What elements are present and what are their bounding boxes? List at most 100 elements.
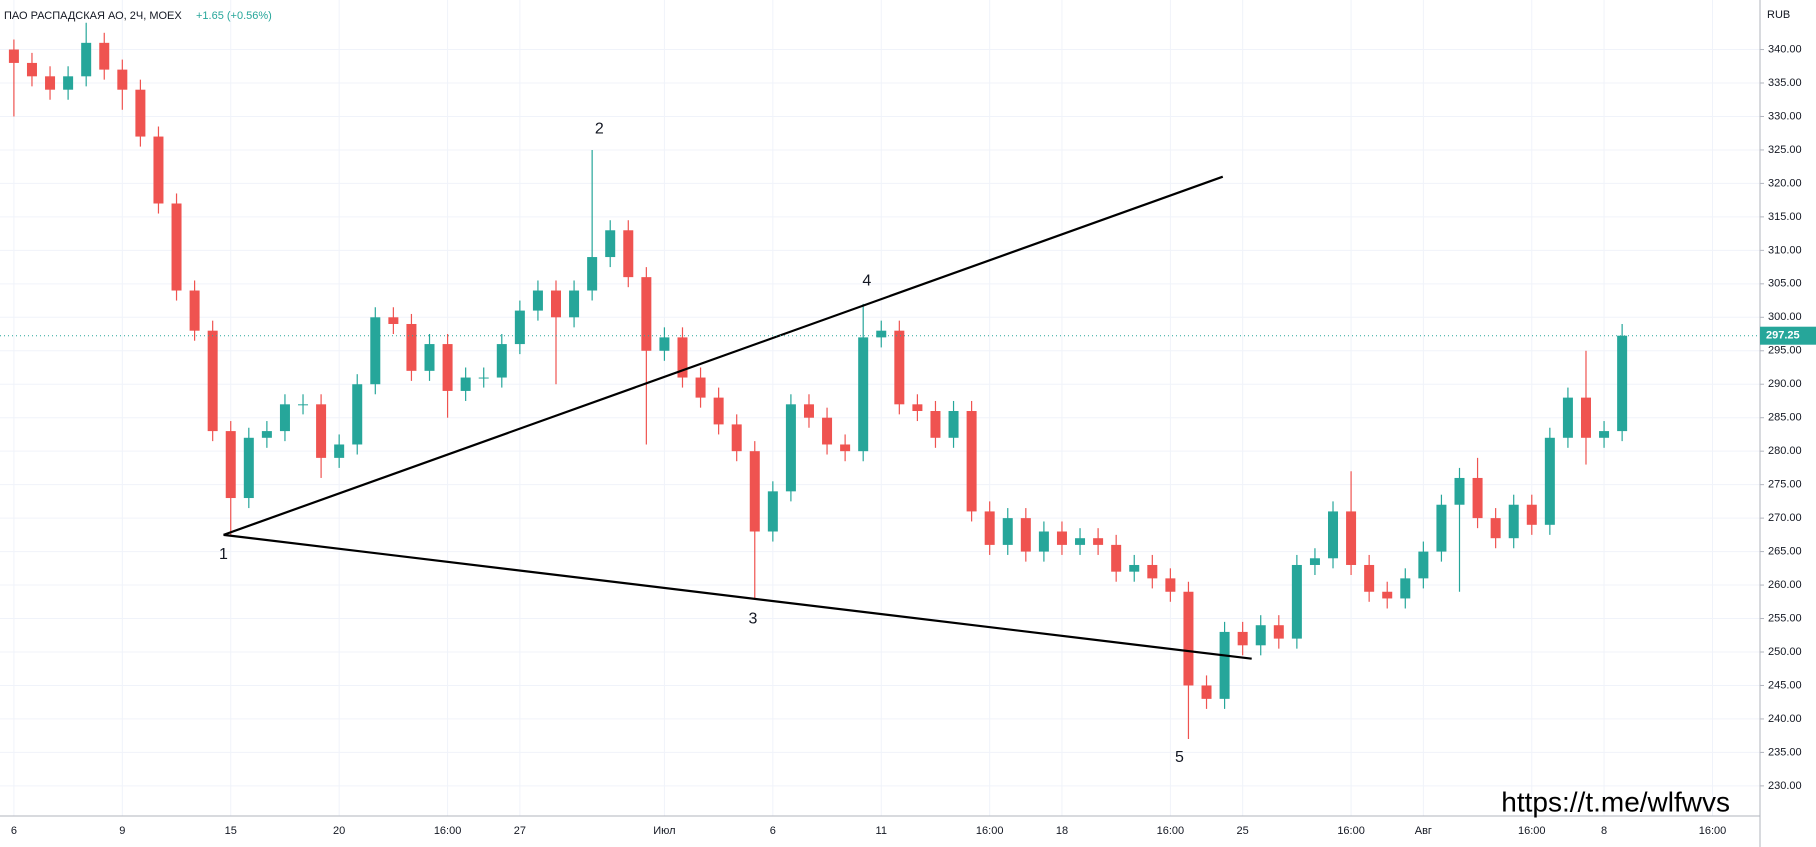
y-tick-label: 315.00 xyxy=(1768,211,1802,223)
candle-body xyxy=(1309,558,1320,565)
candle-body xyxy=(1328,511,1339,559)
x-tick-label: 6 xyxy=(770,825,776,837)
candle-body xyxy=(1075,538,1086,545)
candle-body xyxy=(370,317,381,385)
candle-body xyxy=(966,411,977,512)
candle-body xyxy=(1544,437,1555,525)
x-tick-label: 9 xyxy=(119,825,125,837)
candle-body xyxy=(767,491,778,532)
candle-body xyxy=(1526,504,1537,525)
candle-body xyxy=(1436,504,1447,552)
trendline xyxy=(223,175,1224,536)
x-tick-label: 16:00 xyxy=(434,825,462,837)
trendline xyxy=(223,533,1252,660)
y-tick-label: 310.00 xyxy=(1768,244,1802,256)
watermark: https://t.me/wlfwvs xyxy=(1501,786,1730,817)
x-tick-label: 8 xyxy=(1601,825,1607,837)
candle-body xyxy=(135,89,146,137)
candle-body xyxy=(876,330,887,338)
y-tick-label: 280.00 xyxy=(1768,445,1802,457)
candle-body xyxy=(1237,631,1248,646)
candle-body xyxy=(749,451,760,532)
last-price-tag xyxy=(1760,326,1816,345)
y-tick-label: 305.00 xyxy=(1768,278,1802,290)
y-tick-label: 320.00 xyxy=(1768,177,1802,189)
candle-body xyxy=(424,344,435,371)
y-tick-label: 295.00 xyxy=(1768,345,1802,357)
candle-body xyxy=(1599,431,1610,438)
candle-body xyxy=(1056,531,1067,545)
wave-label: 5 xyxy=(1175,749,1184,766)
candle-body xyxy=(1002,518,1013,545)
x-tick-label: 16:00 xyxy=(1518,825,1546,837)
candle-body xyxy=(1255,625,1266,646)
candle-body xyxy=(63,76,74,90)
candle-body xyxy=(442,344,453,391)
candle-body xyxy=(785,404,796,492)
candle-body xyxy=(1472,477,1483,519)
candle-body xyxy=(1020,518,1031,552)
x-tick-label: 16:00 xyxy=(976,825,1004,837)
candle-body xyxy=(840,444,851,452)
candle-body xyxy=(1291,564,1302,639)
x-tick-label: 6 xyxy=(11,825,17,837)
candle-body xyxy=(894,330,905,405)
candle-body xyxy=(1183,591,1194,686)
candle-body xyxy=(279,404,290,432)
candle-body xyxy=(117,69,128,90)
candle-body xyxy=(1418,551,1429,579)
y-tick-label: 255.00 xyxy=(1768,612,1802,624)
y-tick-label: 240.00 xyxy=(1768,713,1802,725)
candle-body xyxy=(1147,564,1158,579)
candle-body xyxy=(1617,335,1628,432)
candle-body xyxy=(695,377,706,398)
candle-body xyxy=(1382,591,1393,599)
candle-body xyxy=(1129,564,1140,572)
candle-body xyxy=(45,76,56,90)
candle-body xyxy=(1562,397,1573,438)
candle-body xyxy=(225,431,236,499)
candle-body xyxy=(460,377,471,391)
candle-body xyxy=(912,404,923,412)
candle-body xyxy=(551,290,561,318)
y-tick-label: 275.00 xyxy=(1768,479,1802,491)
candle-body xyxy=(207,330,218,432)
currency: RUB xyxy=(1767,9,1790,21)
candle-body xyxy=(1508,504,1519,539)
candle-body xyxy=(532,290,543,311)
candle-body xyxy=(189,290,200,331)
candle-body xyxy=(677,337,688,378)
x-tick-label: 27 xyxy=(514,825,526,837)
candle-body xyxy=(605,230,616,258)
y-tick-label: 260.00 xyxy=(1768,579,1802,591)
candle-body xyxy=(496,344,507,378)
candle-body xyxy=(1454,477,1465,505)
y-tick-label: 335.00 xyxy=(1768,77,1802,89)
last-price-label: 297.25 xyxy=(1766,330,1800,342)
candle-body xyxy=(623,230,634,278)
wave-label: 3 xyxy=(749,610,758,627)
candle-body xyxy=(713,397,724,425)
candle-body xyxy=(1273,625,1284,639)
y-tick-label: 230.00 xyxy=(1768,780,1802,792)
wave-label: 1 xyxy=(219,546,228,563)
x-tick-label: 16:00 xyxy=(1699,825,1727,837)
candle-body xyxy=(1219,631,1230,699)
candle-body xyxy=(406,323,417,371)
candle-body xyxy=(1346,511,1357,565)
y-tick-label: 265.00 xyxy=(1768,545,1802,557)
candle-body xyxy=(8,49,19,63)
candle-body xyxy=(1111,544,1122,572)
x-tick-label: 16:00 xyxy=(1337,825,1365,837)
y-tick-label: 270.00 xyxy=(1768,512,1802,524)
candle-body xyxy=(334,444,345,458)
candle-body xyxy=(822,417,833,445)
candle-body xyxy=(352,384,363,445)
y-tick-label: 340.00 xyxy=(1768,43,1802,55)
candle-body xyxy=(298,404,309,406)
wave-label: 2 xyxy=(595,120,604,137)
candle-body xyxy=(81,42,92,77)
candle-body xyxy=(99,42,110,70)
